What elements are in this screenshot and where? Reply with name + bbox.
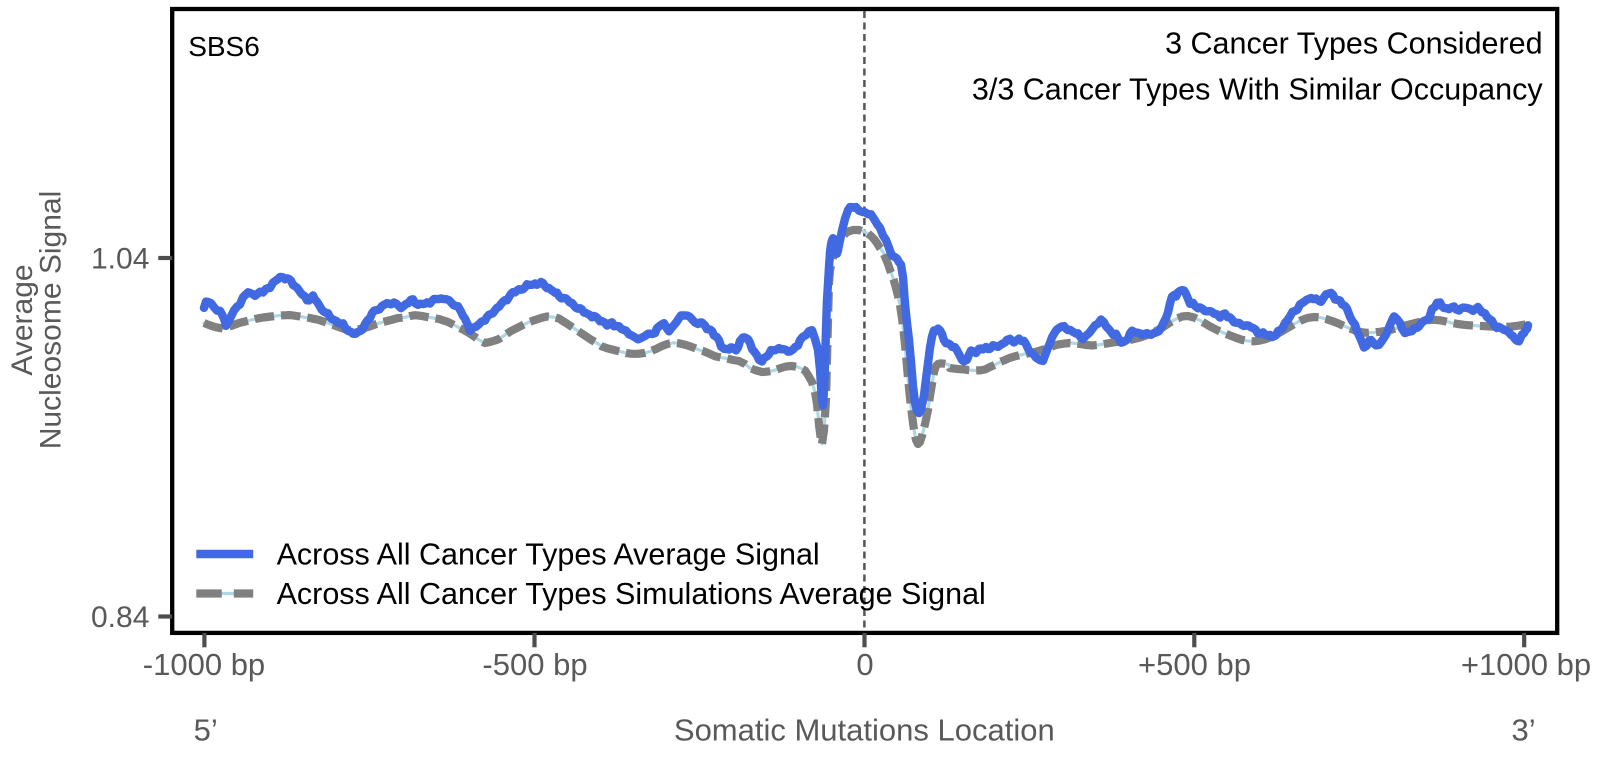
svg-text:+500 bp: +500 bp bbox=[1138, 647, 1251, 682]
svg-text:5’: 5’ bbox=[194, 713, 218, 748]
svg-text:Across All Cancer Types Averag: Across All Cancer Types Average Signal bbox=[277, 538, 820, 572]
svg-text:Nucleosome Signal: Nucleosome Signal bbox=[35, 191, 68, 449]
svg-text:3 Cancer Types Considered: 3 Cancer Types Considered bbox=[1165, 26, 1543, 60]
svg-text:3/3 Cancer Types With Similar: 3/3 Cancer Types With Similar Occupancy bbox=[972, 72, 1543, 106]
svg-text:Across All Cancer Types Simula: Across All Cancer Types Simulations Aver… bbox=[277, 577, 986, 611]
svg-text:1.04: 1.04 bbox=[91, 242, 149, 275]
svg-text:0: 0 bbox=[856, 647, 873, 682]
svg-text:0.84: 0.84 bbox=[91, 601, 149, 634]
svg-text:Somatic Mutations Location: Somatic Mutations Location bbox=[674, 713, 1055, 748]
svg-text:Average: Average bbox=[6, 264, 39, 375]
svg-text:3’: 3’ bbox=[1512, 713, 1536, 748]
svg-text:-1000 bp: -1000 bp bbox=[143, 647, 265, 682]
svg-text:+1000 bp: +1000 bp bbox=[1461, 647, 1591, 682]
svg-text:-500 bp: -500 bp bbox=[482, 647, 587, 682]
svg-text:SBS6: SBS6 bbox=[188, 31, 260, 62]
